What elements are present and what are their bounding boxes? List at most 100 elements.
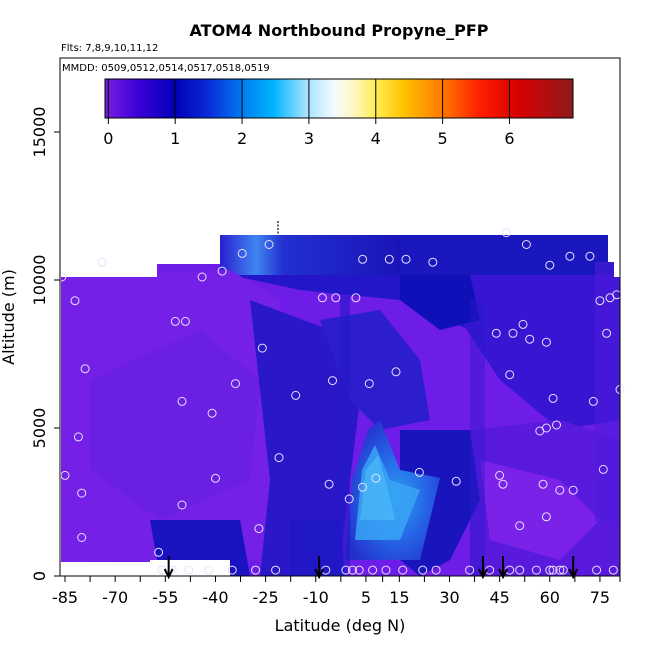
sample-point — [348, 565, 357, 575]
sample-point — [555, 565, 565, 575]
dates-subtitle: MMDD: 0509,0512,0514,0517,0518,0519 — [62, 63, 270, 74]
sample-point — [521, 240, 531, 249]
sample-point — [508, 328, 518, 338]
sample-point — [418, 565, 428, 575]
sample-point — [545, 565, 555, 575]
sample-point — [548, 565, 558, 575]
sample-point — [541, 337, 551, 347]
sample-point — [180, 316, 190, 326]
sample-point — [351, 293, 361, 303]
colorbar-ticks: 0 1 2 3 4 5 6 — [103, 79, 515, 148]
sample-point — [428, 257, 438, 267]
sample-point — [602, 328, 612, 338]
sample-point — [558, 565, 568, 575]
sample-point — [555, 485, 565, 495]
sample-point — [491, 328, 501, 338]
arrow-marker — [498, 556, 508, 580]
sample-point — [341, 565, 351, 575]
sample-point — [177, 500, 187, 510]
sample-point — [585, 251, 595, 261]
y-tick-label: 5000 — [30, 408, 49, 449]
sample-point — [77, 488, 87, 498]
sample-point — [598, 464, 608, 474]
x-tick-label: -85 — [52, 588, 78, 607]
sample-points — [57, 228, 625, 575]
plot-frame — [59, 57, 621, 577]
sample-point — [184, 565, 194, 575]
sample-point — [498, 479, 508, 489]
y-tick-label: 15000 — [30, 107, 49, 158]
sample-point — [331, 293, 341, 303]
sample-point — [344, 494, 354, 504]
x-tick-label: -25 — [253, 588, 279, 607]
sample-point — [271, 565, 281, 575]
y-axis-label: Altitude (m) — [0, 269, 18, 365]
sample-point — [414, 467, 424, 477]
colorbar-tick-label: 3 — [304, 129, 314, 148]
sample-point — [73, 432, 83, 442]
sample-point — [588, 396, 598, 406]
colorbar-bar — [104, 78, 574, 119]
sample-point — [60, 470, 70, 480]
colorbar-tick-label: 4 — [371, 129, 381, 148]
sample-point — [381, 565, 391, 575]
sample-point — [70, 296, 80, 306]
x-tick-label: 15 — [389, 588, 409, 607]
colorbar-tick-label: 1 — [170, 129, 180, 148]
sample-point — [595, 296, 605, 306]
colorbar-tick-label: 0 — [103, 129, 113, 148]
arrow-marker — [568, 556, 579, 580]
sample-point — [97, 257, 107, 267]
sample-point — [541, 512, 551, 522]
sample-point — [170, 316, 180, 326]
x-tick-label: 45 — [489, 588, 509, 607]
colorbar: 0 1 2 3 4 5 6 — [103, 78, 574, 148]
x-tick-label: 75 — [590, 588, 610, 607]
sample-point — [57, 272, 67, 282]
sample-point — [358, 482, 368, 492]
arrow-marker — [478, 556, 488, 580]
sample-point — [525, 334, 535, 344]
sample-point — [501, 228, 511, 238]
x-tick-label: -55 — [152, 588, 178, 607]
sample-point — [291, 390, 301, 400]
sample-point — [204, 565, 214, 575]
sample-point — [217, 266, 227, 276]
x-tick-label: -10 — [303, 588, 329, 607]
sample-point — [592, 565, 602, 575]
sample-point — [401, 254, 411, 264]
sample-point — [364, 379, 374, 389]
sample-point — [515, 521, 525, 531]
sample-point — [398, 565, 408, 575]
sample-point — [328, 376, 337, 386]
sample-point — [231, 379, 240, 389]
heatmap-field — [61, 235, 620, 576]
x-axis-label: Latitude (deg N) — [275, 616, 406, 635]
sample-point — [608, 565, 618, 575]
y-axis: 0 5000 10000 15000 — [30, 107, 60, 581]
x-tick-label: -40 — [202, 588, 228, 607]
sample-point — [317, 293, 327, 303]
sample-point — [251, 565, 261, 575]
sample-point — [518, 319, 528, 329]
sample-point — [545, 260, 555, 270]
sample-point — [237, 248, 247, 258]
sample-point — [505, 370, 515, 380]
sample-point — [154, 547, 164, 557]
sample-point — [565, 251, 575, 261]
arrow-marker — [314, 556, 324, 580]
sample-point — [548, 393, 558, 403]
sample-point — [538, 479, 548, 489]
sample-point — [211, 473, 220, 483]
sample-point — [197, 272, 207, 282]
sample-point — [358, 254, 368, 264]
sample-point — [552, 420, 561, 430]
sample-point — [264, 240, 274, 249]
x-tick-label: 30 — [439, 588, 459, 607]
y-tick-label: 10000 — [30, 255, 49, 306]
sample-point — [368, 565, 378, 575]
sample-point — [227, 565, 237, 575]
colorbar-tick-label: 5 — [438, 129, 448, 148]
sample-point — [541, 423, 551, 433]
